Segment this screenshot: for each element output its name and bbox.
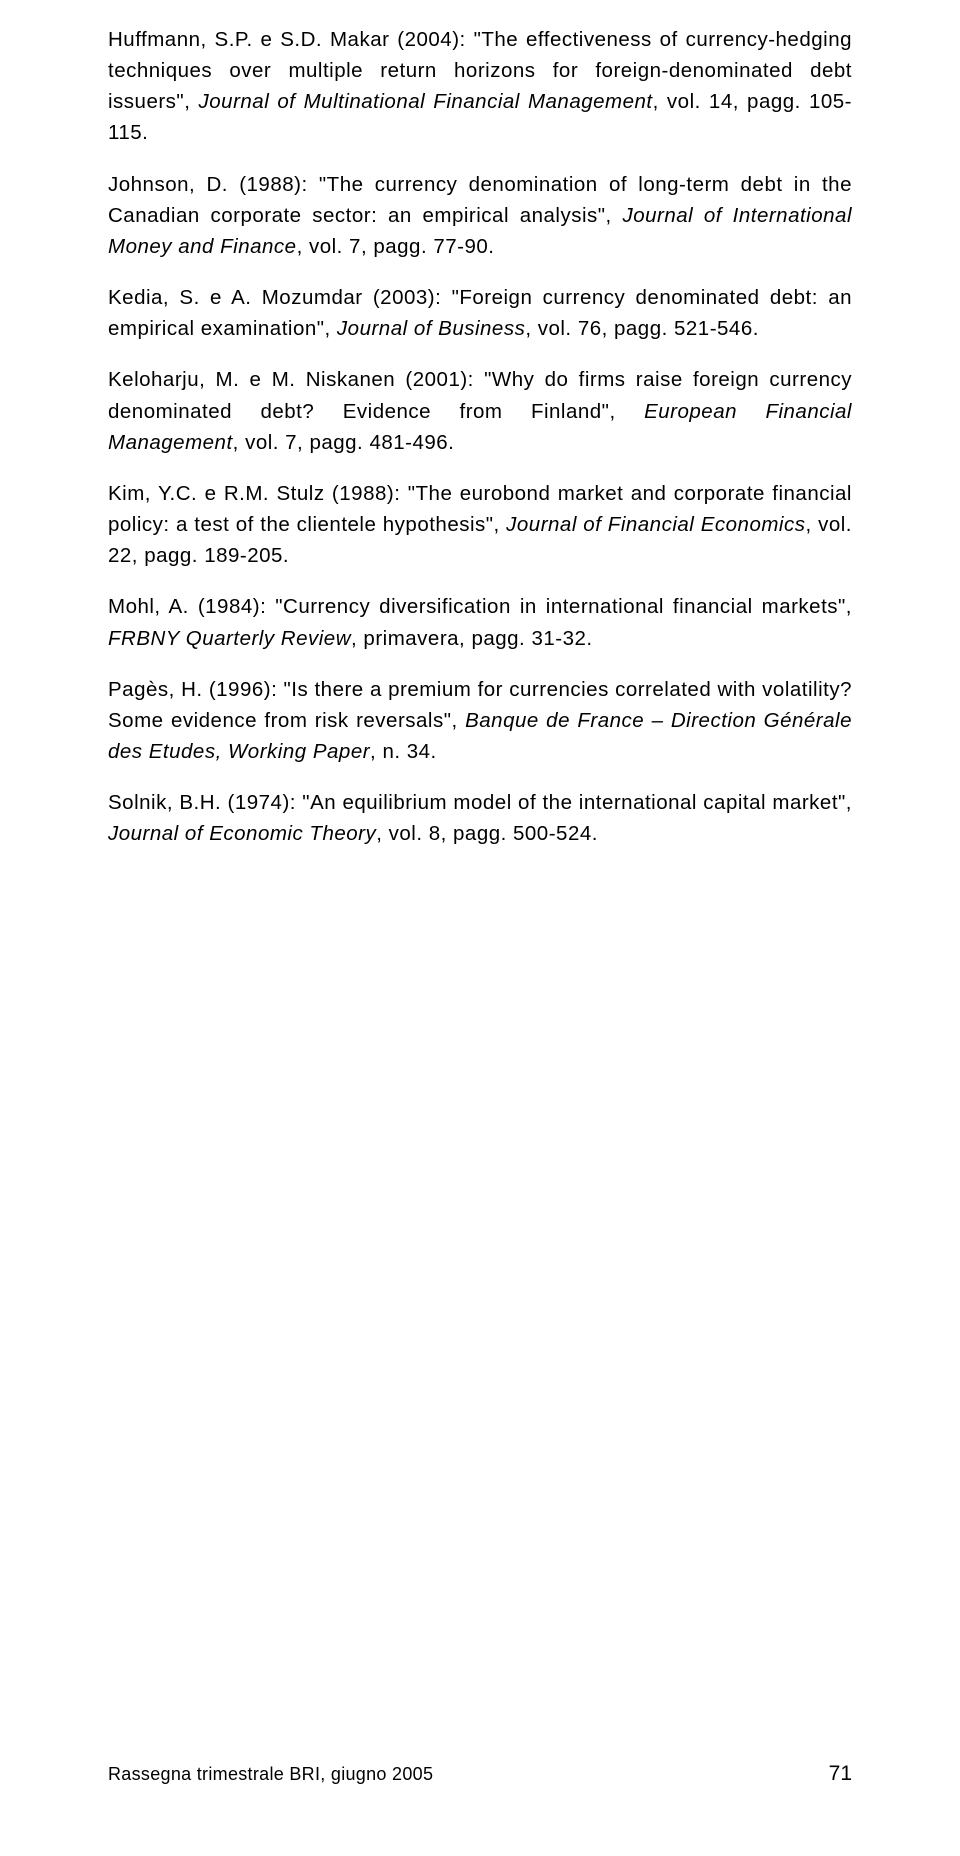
reference-text-pre: Solnik, B.H. (1974): "An equilibrium mod… [108,791,852,814]
page-footer: Rassegna trimestrale BRI, giugno 2005 71 [108,1762,852,1786]
footer-publication: Rassegna trimestrale BRI, giugno 2005 [108,1764,433,1785]
reference-entry: Kim, Y.C. e R.M. Stulz (1988): "The euro… [108,478,852,571]
reference-journal: Journal of Business [337,317,525,340]
reference-text-pre: Mohl, A. (1984): "Currency diversificati… [108,595,852,618]
reference-list: Huffmann, S.P. e S.D. Makar (2004): "The… [108,24,852,849]
reference-text-post: , vol. 8, pagg. 500-524. [376,822,598,845]
page-number: 71 [829,1762,852,1786]
reference-text-post: , vol. 7, pagg. 77-90. [297,235,495,258]
reference-text-post: , primavera, pagg. 31-32. [351,627,593,650]
reference-text-post: , n. 34. [370,740,437,763]
reference-journal: Journal of Financial Economics [506,513,805,536]
reference-journal: Journal of Economic Theory [108,822,376,845]
reference-journal: FRBNY Quarterly Review [108,627,351,650]
reference-entry: Huffmann, S.P. e S.D. Makar (2004): "The… [108,24,852,149]
reference-entry: Keloharju, M. e M. Niskanen (2001): "Why… [108,364,852,457]
reference-text-post: , vol. 7, pagg. 481-496. [233,431,455,454]
reference-entry: Solnik, B.H. (1974): "An equilibrium mod… [108,787,852,849]
reference-entry: Pagès, H. (1996): "Is there a premium fo… [108,674,852,767]
reference-text-post: , vol. 76, pagg. 521-546. [525,317,759,340]
reference-entry: Kedia, S. e A. Mozumdar (2003): "Foreign… [108,282,852,344]
reference-entry: Mohl, A. (1984): "Currency diversificati… [108,591,852,653]
reference-journal: Journal of Multinational Financial Manag… [199,90,653,113]
reference-entry: Johnson, D. (1988): "The currency denomi… [108,169,852,262]
